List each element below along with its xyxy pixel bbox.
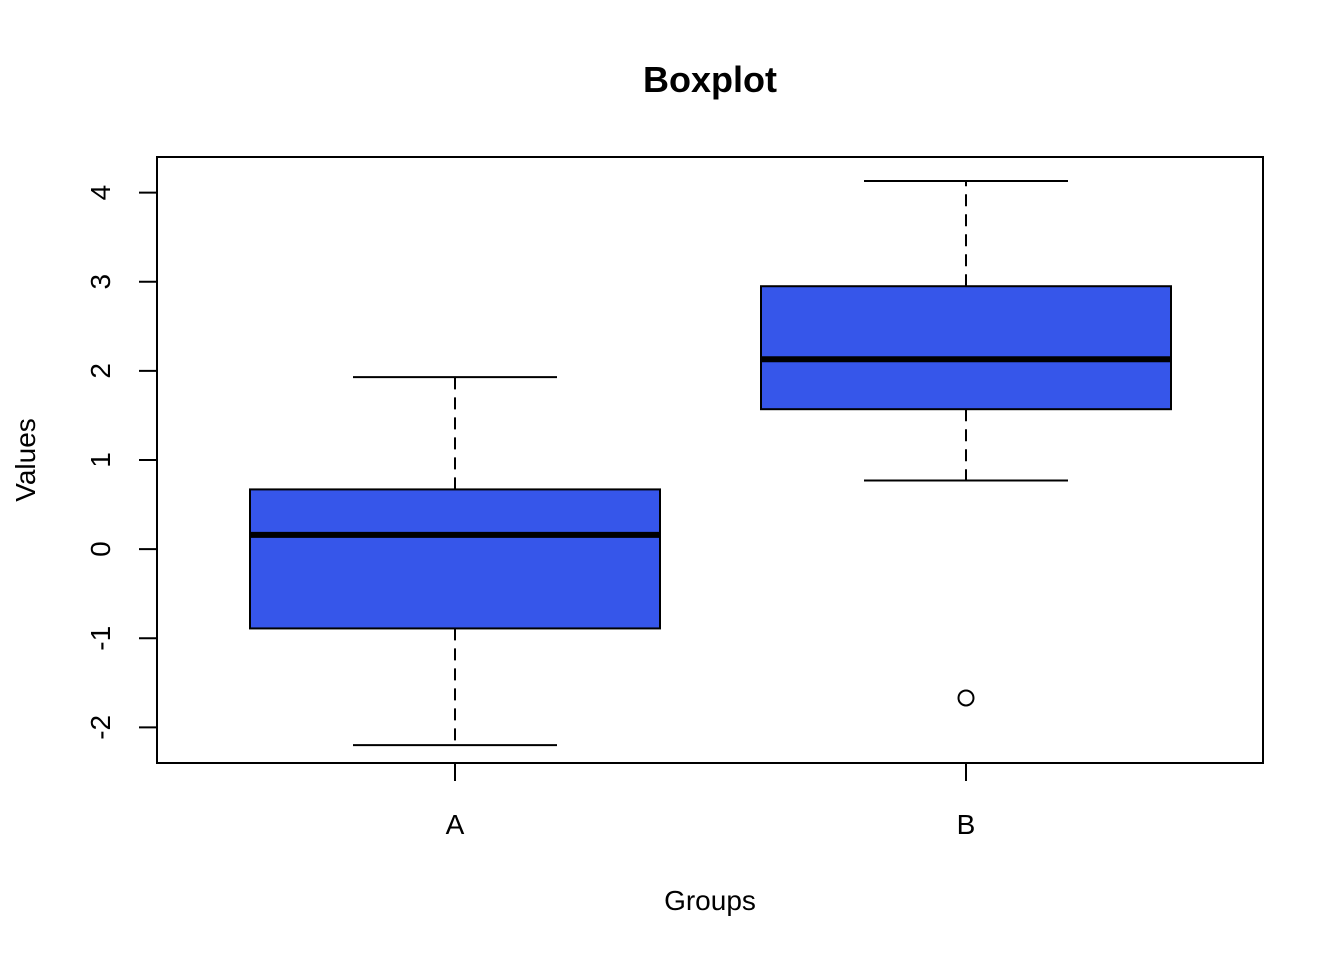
box-group-b xyxy=(760,180,1172,707)
y-tick-label: 2 xyxy=(85,363,116,379)
y-tick-label: -2 xyxy=(85,715,116,740)
chart-title: Boxplot xyxy=(643,59,777,100)
box-iqr xyxy=(249,488,661,630)
y-tick-label: 3 xyxy=(85,274,116,290)
y-axis-label: Values xyxy=(10,418,41,502)
y-tick-label: 4 xyxy=(85,185,116,201)
boxes xyxy=(249,180,1172,747)
y-tick-label: -1 xyxy=(85,626,116,651)
x-tick-label: A xyxy=(446,809,465,840)
box-group-a xyxy=(249,376,661,747)
plot-frame xyxy=(156,156,1264,764)
box-iqr xyxy=(760,285,1172,411)
x-tick-label: B xyxy=(957,809,976,840)
y-tick-label: 1 xyxy=(85,452,116,468)
y-tick-label: 0 xyxy=(85,541,116,557)
outlier-point xyxy=(957,689,975,707)
x-axis-label: Groups xyxy=(664,885,756,916)
y-axis: -2 -1 0 1 2 3 4 xyxy=(85,185,158,740)
